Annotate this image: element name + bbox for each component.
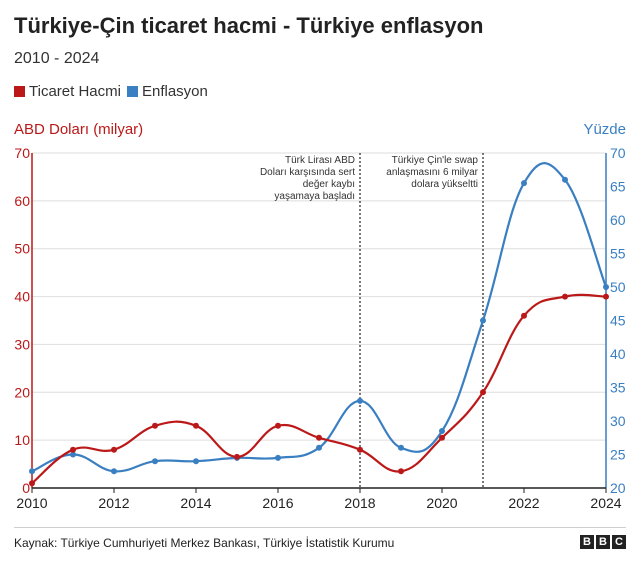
data-point-inflation <box>480 317 486 324</box>
data-point-trade <box>562 293 568 300</box>
data-point-inflation <box>70 451 76 458</box>
data-point-trade <box>521 312 527 319</box>
data-point-inflation <box>398 444 404 451</box>
x-tick-label: 2022 <box>508 495 539 511</box>
legend-item-inflation: Enflasyon <box>126 83 208 100</box>
legend-label-inflation: Enflasyon <box>141 83 208 100</box>
series-line-trade <box>31 293 607 485</box>
data-point-inflation <box>275 454 281 461</box>
annotation-text: anlaşmasını 6 milyar <box>386 167 478 178</box>
data-point-trade <box>275 422 281 429</box>
left-tick-label: 30 <box>14 336 30 352</box>
data-point-trade <box>316 434 322 441</box>
right-tick-label: 20 <box>610 480 626 496</box>
legend-swatch-trade <box>14 86 25 97</box>
right-tick-label: 70 <box>610 145 626 161</box>
data-point-inflation <box>316 444 322 451</box>
data-point-trade <box>111 446 117 453</box>
data-point-inflation <box>603 284 609 290</box>
annotation-text: Türk Lirası ABD <box>285 155 355 166</box>
source-note: Kaynak: Türkiye Cumhuriyeti Merkez Banka… <box>14 536 395 550</box>
data-point-trade <box>398 468 404 475</box>
annotation-text: değer kaybı <box>303 179 355 190</box>
data-point-inflation <box>111 468 117 475</box>
legend-item-trade: Ticaret Hacmi <box>14 83 121 100</box>
x-tick-label: 2012 <box>98 495 129 511</box>
right-tick-label: 60 <box>610 212 626 228</box>
x-tick-label: 2020 <box>426 495 457 511</box>
x-tick-label: 2018 <box>344 495 375 511</box>
annotation-text: Türkiye Çin'le swap <box>392 155 479 166</box>
legend-swatch-inflation <box>126 86 138 97</box>
data-point-trade <box>193 422 199 429</box>
annotation-text: yaşamaya başladı <box>274 191 355 202</box>
data-point-trade <box>357 446 363 453</box>
right-tick-label: 55 <box>610 246 626 262</box>
data-point-trade <box>29 480 35 487</box>
data-point-trade <box>152 422 158 429</box>
chart-subtitle: 2010 - 2024 <box>14 50 100 67</box>
data-point-inflation <box>193 458 199 465</box>
right-tick-label: 50 <box>610 279 626 295</box>
data-point-trade <box>234 453 240 460</box>
bbc-logo: B B C <box>578 535 626 549</box>
right-tick-label: 35 <box>610 380 626 396</box>
data-point-trade <box>480 389 486 396</box>
left-tick-label: 20 <box>14 384 30 400</box>
data-point-inflation <box>29 468 35 475</box>
data-point-inflation <box>521 180 527 187</box>
data-point-inflation <box>562 176 568 183</box>
data-point-trade <box>70 446 76 453</box>
footer-divider <box>14 527 626 528</box>
legend-label-trade: Ticaret Hacmi <box>29 83 121 100</box>
x-tick-label: 2024 <box>590 495 621 511</box>
right-tick-label: 65 <box>610 179 626 195</box>
left-tick-label: 60 <box>14 193 30 209</box>
right-tick-label: 30 <box>610 413 626 429</box>
series-line-inflation <box>31 162 608 473</box>
annotation-text: dolara yükseltti <box>411 179 478 190</box>
right-tick-label: 45 <box>610 313 626 329</box>
left-tick-label: 40 <box>14 289 30 305</box>
right-tick-label: 25 <box>610 447 626 463</box>
x-tick-label: 2010 <box>16 495 47 511</box>
annotation-text: Doları karşısında sert <box>260 167 355 178</box>
data-point-inflation <box>152 458 158 465</box>
data-point-inflation <box>357 397 363 404</box>
bbc-logo-letter: B <box>580 535 594 549</box>
data-point-trade <box>603 293 609 300</box>
left-tick-label: 0 <box>22 480 30 496</box>
left-tick-label: 70 <box>14 145 30 161</box>
bbc-logo-letter: B <box>596 535 610 549</box>
left-tick-label: 50 <box>14 241 30 257</box>
data-point-trade <box>439 434 445 441</box>
right-tick-label: 40 <box>610 346 626 362</box>
x-tick-label: 2016 <box>262 495 293 511</box>
legend: Ticaret Hacmi Enflasyon <box>14 83 214 100</box>
x-tick-label: 2014 <box>180 495 211 511</box>
right-axis-title: Yüzde <box>583 121 626 138</box>
left-axis-title: ABD Doları (milyar) <box>14 121 144 138</box>
bbc-logo-letter: C <box>612 535 626 549</box>
data-point-inflation <box>439 428 445 435</box>
left-tick-label: 10 <box>14 432 30 448</box>
chart-title: Türkiye-Çin ticaret hacmi - Türkiye enfl… <box>14 13 484 38</box>
